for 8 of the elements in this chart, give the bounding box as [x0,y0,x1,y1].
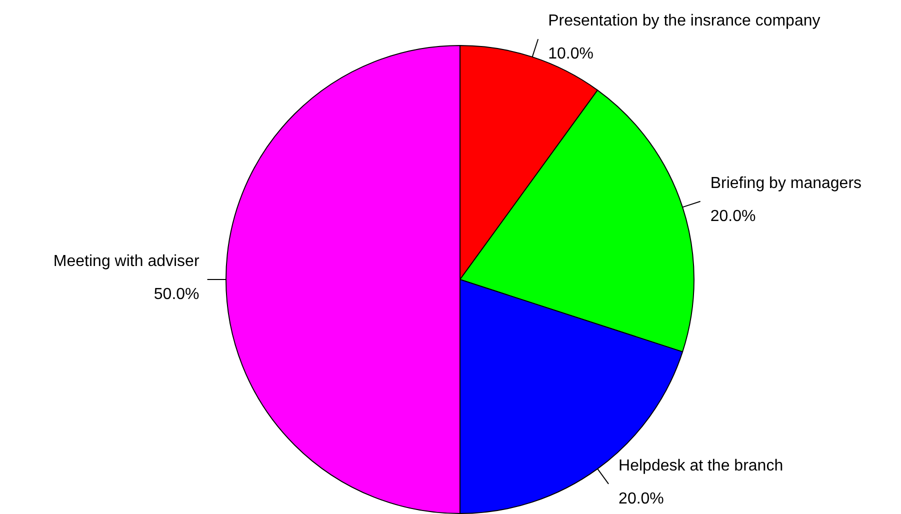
data-label: 20.0% [710,208,756,225]
slice-label: Briefing by managers [710,174,862,192]
slice-label: Meeting with adviser [53,252,200,270]
data-label: 50.0% [154,286,200,303]
data-label: 20.0% [618,490,664,508]
slice-label: Presentation by the insrance company [548,12,820,30]
data-label: 10.0% [548,46,594,63]
slice-label: Helpdesk at the branch [618,457,784,474]
